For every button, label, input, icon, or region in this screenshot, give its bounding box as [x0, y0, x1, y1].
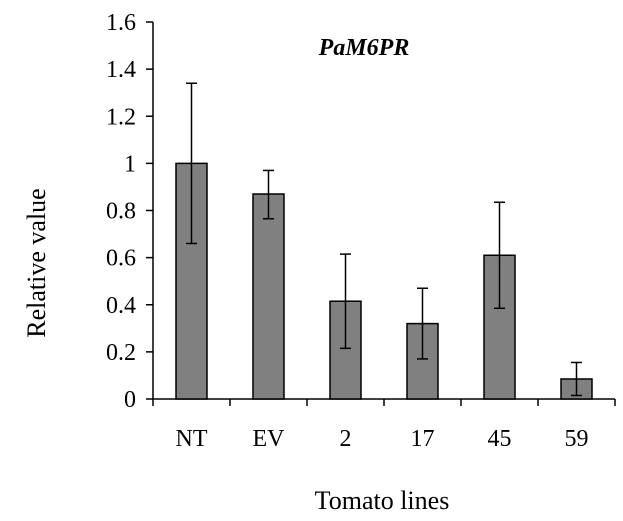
y-tick-label: 0.2 — [106, 340, 136, 366]
y-tick-label: 1.2 — [106, 104, 136, 130]
y-tick-label: 1.4 — [106, 57, 136, 83]
x-category-label: 2 — [340, 426, 352, 452]
y-tick-label: 1.6 — [106, 10, 136, 36]
x-axis-title: Tomato lines — [315, 486, 450, 515]
chart-title: PaM6PR — [318, 35, 410, 61]
bar-EV — [252, 193, 285, 400]
y-tick-label: 0.6 — [106, 246, 136, 272]
y-tick-label: 0.4 — [106, 293, 136, 319]
x-category-label: 45 — [488, 426, 512, 452]
x-category-label: EV — [253, 426, 286, 452]
x-category-label: 17 — [411, 426, 435, 452]
y-tick-label: 1 — [124, 151, 136, 177]
y-tick-label: 0.8 — [106, 199, 136, 225]
plot-area: 0 0.2 0.4 0.6 0.8 1 1.2 1.4 1.6 NT EV 2 17 45 59 — [106, 10, 616, 452]
y-axis-title: Relative value — [22, 188, 51, 337]
x-category-label: 59 — [565, 426, 589, 452]
y-tick-label: 0 — [124, 387, 136, 413]
x-category-label: NT — [176, 426, 208, 452]
